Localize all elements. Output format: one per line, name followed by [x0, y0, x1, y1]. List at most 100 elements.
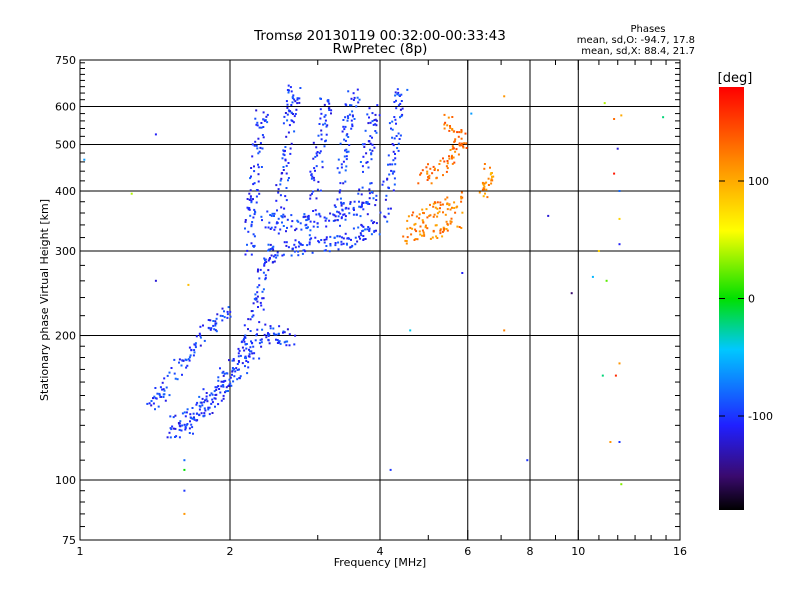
data-point — [204, 399, 207, 402]
data-point — [457, 153, 460, 156]
data-point — [375, 199, 378, 201]
data-point — [270, 254, 273, 257]
data-point — [269, 257, 271, 259]
data-point — [370, 191, 373, 193]
data-point — [231, 369, 234, 372]
data-point — [373, 146, 376, 149]
data-point — [308, 243, 311, 246]
data-point — [275, 333, 278, 336]
data-point — [591, 275, 594, 278]
data-point — [337, 241, 340, 244]
data-point — [243, 336, 246, 338]
data-point — [215, 330, 218, 333]
data-point — [313, 220, 316, 223]
data-point — [256, 189, 259, 192]
data-point — [452, 156, 455, 159]
data-point — [284, 158, 287, 161]
data-point — [325, 217, 328, 220]
data-point — [248, 192, 251, 195]
data-point — [217, 385, 220, 388]
data-point — [254, 117, 257, 120]
data-point — [286, 226, 288, 229]
data-point — [451, 162, 454, 165]
data-point — [346, 243, 348, 246]
data-point — [255, 201, 258, 204]
data-point — [192, 412, 195, 415]
data-point — [244, 355, 247, 358]
data-point — [286, 328, 289, 331]
data-point — [365, 152, 368, 155]
data-point — [279, 183, 282, 186]
data-point — [291, 96, 294, 99]
data-point — [210, 327, 213, 330]
data-point — [443, 123, 446, 126]
data-point — [315, 165, 318, 168]
data-point — [362, 155, 365, 158]
data-point — [297, 245, 300, 248]
data-point — [284, 146, 287, 148]
data-point — [258, 342, 261, 345]
data-point — [304, 250, 307, 253]
data-point — [361, 165, 364, 168]
data-point — [213, 328, 216, 331]
data-point — [460, 191, 463, 194]
data-point — [317, 240, 320, 243]
data-point — [368, 188, 371, 191]
data-point — [372, 222, 374, 225]
data-point — [343, 128, 346, 131]
data-point — [418, 230, 421, 233]
data-point — [261, 328, 264, 331]
data-point — [465, 142, 468, 145]
data-point — [371, 143, 374, 146]
data-point — [425, 166, 428, 169]
data-point — [409, 226, 412, 229]
data-point — [314, 155, 317, 158]
data-point — [460, 129, 463, 131]
data-point — [178, 428, 181, 431]
data-point — [247, 361, 250, 364]
data-point — [262, 271, 265, 274]
data-point — [320, 138, 323, 141]
data-point — [253, 297, 256, 300]
data-point — [337, 215, 340, 218]
data-point — [413, 223, 416, 226]
data-point — [318, 152, 321, 155]
data-point — [323, 241, 326, 244]
data-point — [223, 316, 226, 319]
data-point — [347, 117, 350, 120]
data-point — [222, 385, 225, 388]
data-point — [163, 377, 166, 380]
data-point — [314, 236, 317, 239]
axis-ticks: 1 2 4 6 8 10 16 75 100 200 300 400 500 600 750 — [55, 54, 687, 558]
data-point — [199, 344, 202, 347]
data-point — [312, 210, 315, 212]
data-point — [347, 136, 350, 138]
data-point — [373, 229, 376, 232]
data-point — [312, 190, 315, 193]
data-point — [438, 163, 441, 165]
data-point — [461, 272, 464, 274]
data-point — [359, 205, 362, 208]
data-point — [299, 222, 302, 225]
data-point — [168, 431, 171, 434]
data-point — [346, 119, 349, 122]
data-point — [257, 180, 260, 183]
data-point — [282, 166, 285, 168]
data-point — [345, 165, 348, 168]
data-point — [449, 125, 451, 127]
data-point — [250, 175, 252, 178]
data-point — [244, 365, 246, 368]
data-point — [292, 113, 294, 115]
data-point — [259, 142, 262, 145]
data-point — [209, 319, 212, 322]
data-point — [130, 192, 133, 195]
data-point — [526, 459, 529, 462]
data-point — [432, 202, 435, 205]
data-point — [356, 96, 359, 99]
data-point — [363, 143, 366, 146]
data-point — [439, 159, 442, 162]
data-point — [317, 180, 320, 183]
data-point — [183, 468, 186, 471]
data-point — [255, 109, 258, 112]
data-point — [208, 406, 211, 409]
